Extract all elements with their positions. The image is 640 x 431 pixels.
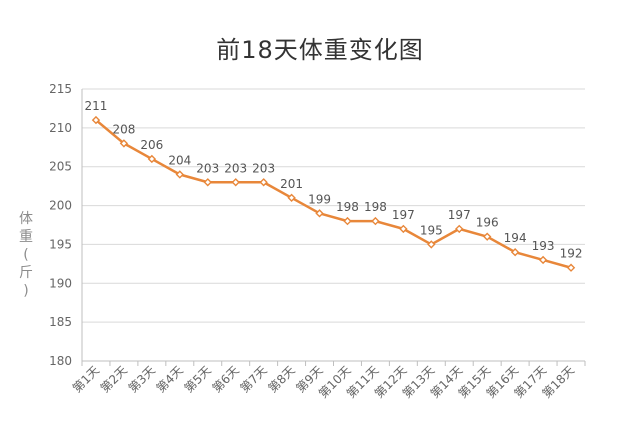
x-tick-label: 第4天 <box>154 363 186 395</box>
y-axis-label-char: ) <box>23 283 29 299</box>
y-axis-label-char: ( <box>23 247 29 263</box>
data-label: 203 <box>224 161 247 175</box>
data-point <box>538 255 548 265</box>
data-label: 199 <box>308 192 331 206</box>
chart-title: 前18天体重变化图 <box>216 36 424 64</box>
data-point <box>566 263 576 272</box>
x-tick-label: 第3天 <box>126 363 158 395</box>
y-axis-label-char: 斤 <box>19 265 33 281</box>
data-point <box>147 154 157 164</box>
data-label: 198 <box>336 200 359 214</box>
series-line <box>95 119 572 269</box>
data-label: 197 <box>448 208 471 222</box>
data-label: 195 <box>420 223 443 237</box>
data-point <box>91 115 101 125</box>
y-tick-label: 190 <box>49 276 72 290</box>
data-point <box>203 178 212 187</box>
data-point <box>119 139 129 148</box>
data-point <box>259 178 268 187</box>
data-point <box>287 193 296 202</box>
x-tick-label: 第1天 <box>70 363 102 395</box>
x-tick-label: 第7天 <box>237 363 269 395</box>
data-point <box>175 170 184 179</box>
x-tick-label: 第6天 <box>210 363 242 395</box>
y-tick-label: 210 <box>49 121 72 135</box>
data-point <box>371 216 380 226</box>
data-label: 201 <box>280 177 303 191</box>
data-label: 193 <box>532 239 555 253</box>
data-point <box>315 209 324 218</box>
y-axis-label: 体重 ( 斤) <box>14 210 38 300</box>
y-tick-label: 205 <box>49 160 72 174</box>
data-label: 204 <box>168 153 191 167</box>
data-label: 203 <box>252 161 275 175</box>
data-label: 194 <box>504 231 527 245</box>
y-axis-label-char: 体 <box>19 211 33 227</box>
data-label: 203 <box>196 161 219 175</box>
data-label: 198 <box>364 200 387 214</box>
data-label: 208 <box>112 122 135 136</box>
data-point <box>343 216 352 226</box>
data-label: 211 <box>85 99 108 113</box>
y-tick-label: 195 <box>49 237 72 251</box>
data-label: 197 <box>392 208 415 222</box>
y-tick-label: 185 <box>49 315 72 329</box>
data-point <box>231 178 240 187</box>
y-axis-label-char: 重 <box>19 229 33 245</box>
data-point <box>483 232 492 241</box>
x-tick-label: 第18天 <box>539 363 577 401</box>
x-tick-label: 第8天 <box>265 363 297 395</box>
y-tick-label: 215 <box>49 82 72 96</box>
data-label: 192 <box>560 247 583 261</box>
x-tick-label: 第5天 <box>182 363 214 395</box>
y-tick-label: 200 <box>49 199 72 213</box>
data-point <box>455 224 464 234</box>
data-point <box>510 248 520 257</box>
data-label: 196 <box>476 216 499 230</box>
y-tick-label: 180 <box>49 354 72 368</box>
data-point <box>427 240 436 249</box>
data-label: 206 <box>140 138 163 152</box>
x-tick-label: 第2天 <box>98 363 130 395</box>
data-point <box>399 224 408 234</box>
